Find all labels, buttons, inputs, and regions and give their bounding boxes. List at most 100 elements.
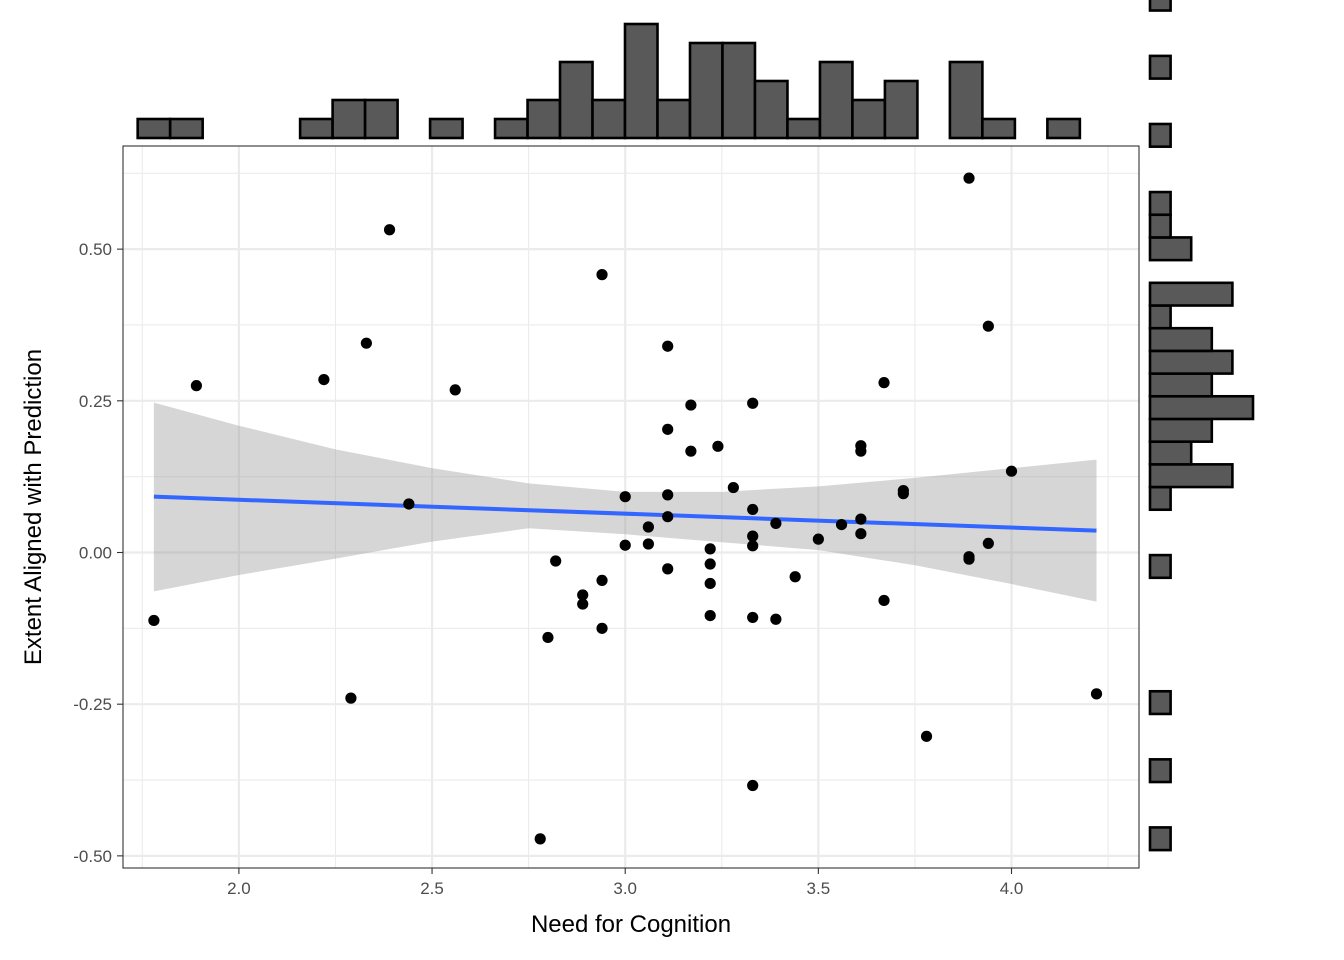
x-tick-label: 2.5 (420, 879, 444, 898)
data-point (747, 530, 759, 542)
top-histogram-bar (428, 117, 464, 140)
data-point (662, 340, 674, 352)
top-histogram-bar (818, 60, 854, 140)
top-histogram (136, 22, 1082, 140)
data-point (360, 337, 372, 349)
data-point (642, 521, 654, 533)
data-point (596, 622, 608, 634)
data-point (855, 445, 867, 457)
data-point (619, 491, 631, 503)
right-histogram-bar (1148, 372, 1214, 398)
data-point (897, 488, 909, 500)
data-point (662, 511, 674, 523)
right-histogram-bar (1148, 440, 1193, 466)
top-histogram-bar (948, 60, 984, 140)
x-tick-label: 2.0 (227, 879, 251, 898)
data-point (855, 528, 867, 540)
data-point (704, 577, 716, 590)
data-point (812, 533, 824, 545)
data-point (963, 553, 975, 565)
data-point (878, 594, 890, 607)
right-histogram-bar (1148, 689, 1172, 716)
data-point (550, 555, 562, 567)
data-point (704, 610, 716, 622)
x-tick-label: 3.5 (807, 879, 831, 898)
y-tick-label: 0.00 (79, 544, 112, 563)
data-point (577, 589, 589, 601)
fit-line (153, 494, 1097, 533)
data-point (770, 517, 782, 529)
data-point (982, 320, 994, 332)
data-point (662, 563, 674, 575)
top-histogram-bar (851, 98, 887, 140)
top-histogram-bar (721, 41, 757, 140)
data-point (685, 399, 697, 411)
right-histogram-bar (1148, 54, 1172, 80)
top-histogram-bar (623, 22, 659, 140)
y-tick-label: -0.25 (73, 695, 112, 714)
x-tick-label: 4.0 (1000, 879, 1024, 898)
right-histogram-bar (1148, 553, 1172, 580)
top-histogram-bar (363, 98, 399, 140)
data-point (449, 384, 461, 396)
data-point (534, 833, 546, 845)
top-histogram-bar (168, 117, 204, 140)
data-point (878, 377, 890, 389)
data-point (148, 614, 160, 627)
right-histogram-bar (1148, 826, 1172, 852)
data-point (855, 513, 867, 525)
y-tick-label: 0.25 (79, 392, 112, 411)
top-histogram-bar (1046, 117, 1082, 140)
data-point (789, 571, 801, 583)
y-axis-title: Extent Aligned with Prediction (20, 349, 47, 665)
data-point (747, 397, 759, 409)
data-point (704, 558, 716, 570)
right-histogram-bar (1148, 236, 1193, 262)
data-point (403, 498, 415, 510)
right-histogram-bar (1148, 122, 1172, 148)
top-histogram-bar (981, 117, 1017, 140)
data-point (712, 440, 724, 452)
top-histogram-bar (688, 41, 724, 140)
data-point (383, 224, 396, 236)
panel-background (123, 146, 1139, 868)
right-histogram-bar (1148, 326, 1214, 353)
plot-panel (122, 145, 1140, 869)
data-point (619, 539, 631, 551)
data-point (747, 611, 759, 624)
top-histogram-bar (298, 117, 334, 140)
data-point (596, 574, 608, 587)
scatter-points (148, 172, 1103, 845)
data-point (835, 518, 848, 531)
right-histogram-bar (1148, 417, 1214, 443)
right-histogram-bar (1148, 190, 1172, 217)
data-point (345, 692, 357, 704)
top-histogram-bar (493, 117, 529, 140)
data-point (747, 779, 759, 792)
data-point (577, 598, 589, 610)
right-histogram (1148, 0, 1255, 852)
data-point (662, 489, 674, 501)
top-histogram-bar (883, 79, 919, 140)
data-point (1005, 465, 1018, 477)
data-point (963, 172, 975, 184)
y-axis-ticks: -0.50 -0.25 0.00 0.25 0.50 (73, 240, 123, 866)
data-point (662, 423, 674, 435)
right-histogram-bar (1148, 0, 1172, 12)
top-histogram-bar (656, 98, 692, 140)
data-point (642, 538, 654, 550)
data-point (318, 373, 330, 386)
data-point (1090, 688, 1103, 700)
right-histogram-bar (1148, 463, 1234, 489)
data-point (747, 540, 759, 552)
data-point (190, 380, 202, 392)
right-histogram-bar (1148, 485, 1172, 512)
data-point (542, 631, 554, 644)
panel-border (122, 145, 1140, 869)
data-point (704, 543, 716, 555)
top-histogram-bar (786, 117, 822, 140)
data-point (596, 269, 608, 281)
right-histogram-bar (1148, 349, 1234, 375)
y-tick-label: 0.50 (79, 240, 112, 259)
